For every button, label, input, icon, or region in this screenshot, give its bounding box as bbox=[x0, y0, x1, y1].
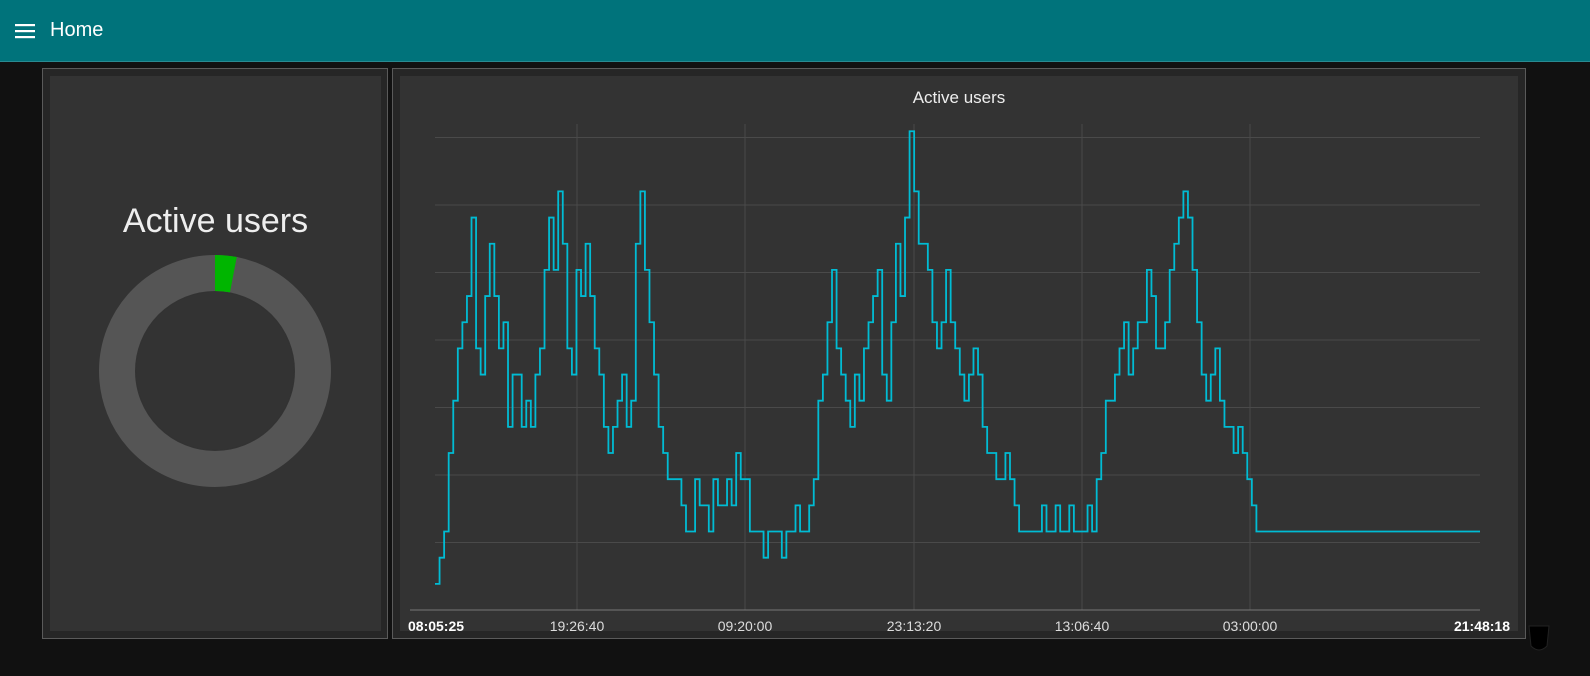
line-chart: 08:05:25 19:26:40 09:20:00 23:13:20 13:06:40… bbox=[408, 124, 1510, 631]
x-tick-label: 19:26:40 bbox=[550, 618, 605, 631]
hamburger-menu-icon[interactable] bbox=[12, 18, 38, 44]
gauge-fill bbox=[214, 255, 237, 293]
top-toolbar: Home bbox=[0, 0, 1590, 62]
series-line bbox=[435, 130, 1480, 585]
gauge-widget: Active users bbox=[42, 68, 388, 639]
tooltip-marker-icon bbox=[1528, 625, 1550, 651]
donut-gauge bbox=[99, 255, 331, 487]
x-tick-label: 09:20:00 bbox=[718, 618, 773, 631]
x-tick-label: 21:48:18 bbox=[1454, 618, 1510, 631]
x-tick-label: 23:13:20 bbox=[887, 618, 942, 631]
chart-grid bbox=[435, 124, 1480, 610]
gauge-center bbox=[136, 292, 294, 450]
chart-title: Active users bbox=[912, 88, 1006, 107]
gauge-title: Active users bbox=[122, 202, 309, 240]
x-tick-label: 03:00:00 bbox=[1223, 618, 1278, 631]
chart-panel: Active users 08:05:25 19:26:40 09:20:00 23:… bbox=[400, 76, 1518, 631]
gauge-panel: Active users bbox=[50, 76, 381, 631]
line-chart-widget: Active users 08:05:25 19:26:40 09:20:00 23:… bbox=[392, 68, 1526, 639]
x-tick-label: 08:05:25 bbox=[408, 618, 464, 631]
x-tick-labels: 08:05:25 19:26:40 09:20:00 23:13:20 13:06:40… bbox=[408, 618, 1510, 631]
x-tick-label: 13:06:40 bbox=[1055, 618, 1110, 631]
page-title: Home bbox=[50, 19, 104, 41]
